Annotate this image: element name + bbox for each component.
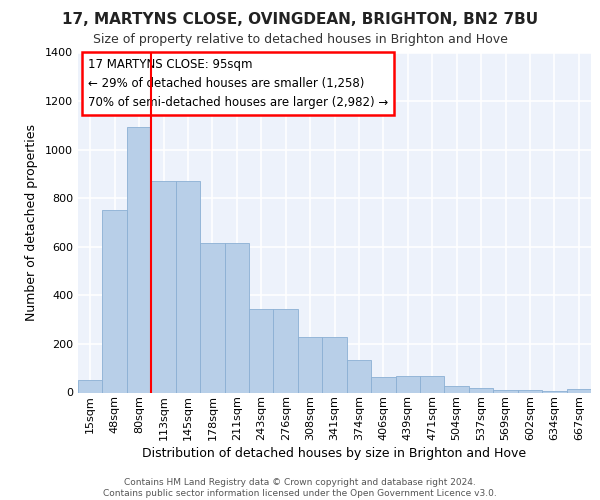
X-axis label: Distribution of detached houses by size in Brighton and Hove: Distribution of detached houses by size … bbox=[142, 447, 527, 460]
Bar bbox=[224, 243, 249, 392]
Bar bbox=[566, 389, 591, 392]
Bar bbox=[371, 376, 395, 392]
Bar bbox=[249, 308, 274, 392]
Bar bbox=[518, 390, 542, 392]
Bar bbox=[298, 336, 322, 392]
Bar bbox=[493, 390, 518, 392]
Bar bbox=[322, 336, 347, 392]
Bar bbox=[103, 210, 127, 392]
Bar bbox=[127, 126, 151, 392]
Text: Size of property relative to detached houses in Brighton and Hove: Size of property relative to detached ho… bbox=[92, 32, 508, 46]
Bar bbox=[78, 380, 103, 392]
Y-axis label: Number of detached properties: Number of detached properties bbox=[25, 124, 38, 321]
Text: 17, MARTYNS CLOSE, OVINGDEAN, BRIGHTON, BN2 7BU: 17, MARTYNS CLOSE, OVINGDEAN, BRIGHTON, … bbox=[62, 12, 538, 28]
Bar bbox=[176, 181, 200, 392]
Bar bbox=[420, 376, 445, 392]
Bar bbox=[200, 243, 224, 392]
Bar bbox=[469, 388, 493, 392]
Bar bbox=[347, 360, 371, 392]
Bar bbox=[274, 308, 298, 392]
Text: 17 MARTYNS CLOSE: 95sqm
← 29% of detached houses are smaller (1,258)
70% of semi: 17 MARTYNS CLOSE: 95sqm ← 29% of detache… bbox=[88, 58, 389, 108]
Bar bbox=[395, 376, 420, 392]
Bar bbox=[445, 386, 469, 392]
Text: Contains HM Land Registry data © Crown copyright and database right 2024.
Contai: Contains HM Land Registry data © Crown c… bbox=[103, 478, 497, 498]
Bar bbox=[151, 181, 176, 392]
